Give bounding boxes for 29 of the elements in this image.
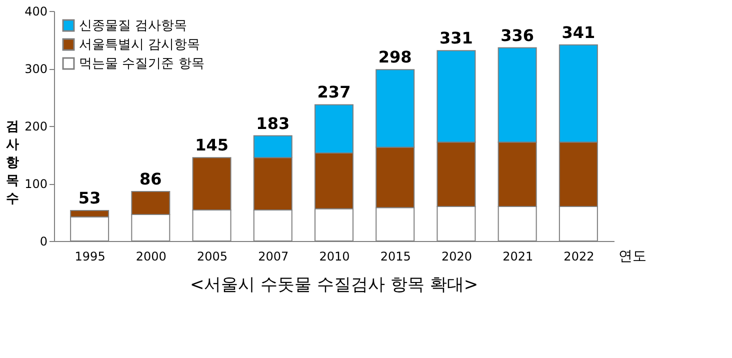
x-tick-label: 2010 [319,250,350,264]
total-label: 341 [562,22,596,42]
x-tick-label: 2005 [197,250,228,264]
y-tick-label: 200 [24,120,48,134]
legend-label: 서울특별시 감시항목 [79,38,200,52]
y-tick-label: 0 [40,234,48,248]
total-label: 331 [440,28,473,48]
x-tick-label: 2000 [136,250,166,264]
x-tick-label: 2022 [564,250,594,264]
x-tick-label: 2007 [258,250,289,264]
total-label: 336 [500,26,534,45]
y-axis-title: 검사 항목 수 [6,120,19,206]
text: <서울시 수돗물 수질검사 항목 확대> [190,275,478,295]
x-axis-title: 연도 [618,248,646,264]
legend-label: 신종물질 검사항목 [79,18,188,34]
y-tick-label: 400 [24,4,48,18]
total-label: 298 [378,48,412,67]
y-tick-label: 300 [24,62,48,76]
total-label: 237 [317,82,351,102]
total-label: 145 [195,136,228,155]
x-tick-label: 1995 [74,250,106,264]
legend-label: 먹는물 수질기준 항목 [79,56,204,72]
y-tick-label: 100 [24,177,48,191]
total-label: 86 [140,170,162,189]
x-tick-label: 2015 [380,250,411,264]
total-label: 183 [256,114,290,133]
x-tick-label: 2020 [441,250,472,264]
total-label: 53 [78,188,101,208]
x-tick-label: 2021 [502,250,534,264]
